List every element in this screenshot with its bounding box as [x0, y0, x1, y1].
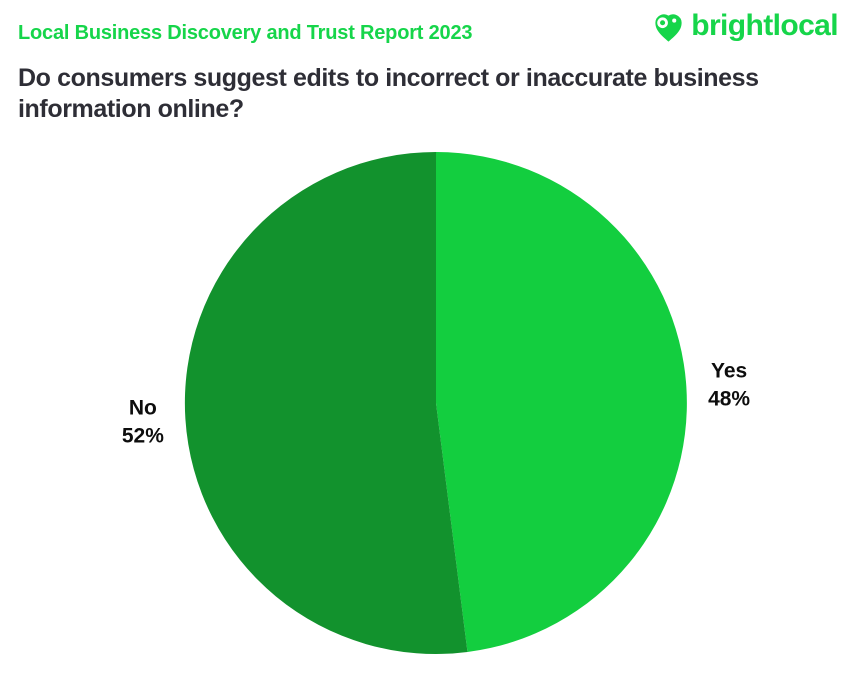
chart-question-title: Do consumers suggest edits to incorrect …: [18, 64, 759, 123]
brightlocal-logo: brightlocal: [651, 8, 839, 45]
report-title: Local Business Discovery and Trust Repor…: [18, 22, 473, 44]
pie-label-no: No 52%: [122, 396, 164, 447]
pie-slice-no: [184, 152, 468, 654]
pie-label-yes: Yes 48%: [708, 360, 750, 411]
brightlocal-logo-text: brightlocal: [691, 8, 838, 42]
brightlocal-heart-pin-icon: [651, 10, 686, 45]
pie-slice-yes: [436, 152, 687, 652]
